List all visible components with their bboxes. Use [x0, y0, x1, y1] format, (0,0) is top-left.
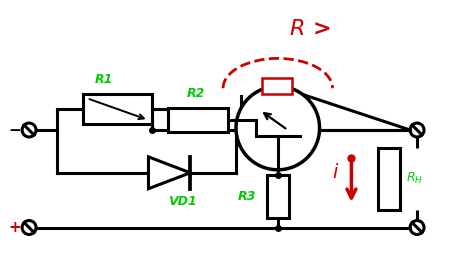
Polygon shape	[148, 157, 190, 189]
Text: R2: R2	[186, 87, 205, 100]
Text: R3: R3	[238, 190, 256, 203]
Text: $i$: $i$	[332, 163, 339, 182]
Text: VD1: VD1	[168, 195, 197, 208]
Bar	[83, 94, 153, 124]
Bar	[262, 78, 292, 94]
Bar	[267, 175, 289, 218]
Text: $R$ >: $R$ >	[289, 19, 330, 39]
Text: +: +	[9, 220, 21, 235]
Text: $R_H$: $R_H$	[406, 171, 423, 186]
Text: −: −	[9, 123, 21, 138]
Text: R1: R1	[95, 73, 113, 86]
Bar	[168, 108, 228, 132]
Bar	[378, 148, 400, 210]
Circle shape	[236, 86, 319, 170]
